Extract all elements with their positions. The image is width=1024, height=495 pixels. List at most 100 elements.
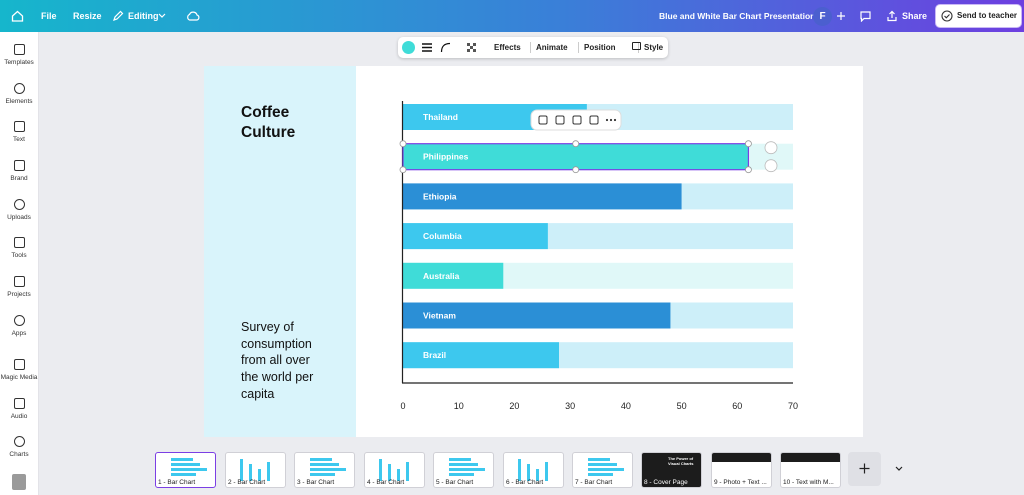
- document-title[interactable]: Blue and White Bar Chart Presentation: [659, 11, 816, 21]
- sidebar-item[interactable]: Apps: [0, 315, 38, 337]
- page-label: 6 - Bar Chart: [506, 479, 544, 486]
- page-thumbnail[interactable]: 3 - Bar Chart: [294, 452, 355, 488]
- x-tick-label: 60: [732, 401, 742, 411]
- transparency-icon[interactable]: [466, 42, 477, 53]
- sidebar-icon: [13, 160, 25, 171]
- bar[interactable]: [403, 342, 559, 369]
- page-thumbnail[interactable]: 4 - Bar Chart: [364, 452, 425, 488]
- sidebar-item[interactable]: Text: [0, 121, 38, 143]
- resize-handle[interactable]: [399, 166, 407, 174]
- element-toolbar: Effects Animate Position Style: [398, 37, 668, 58]
- page-thumbnail[interactable]: 10 - Text with M...: [780, 452, 841, 488]
- cloud-icon[interactable]: [186, 10, 200, 22]
- bar[interactable]: [403, 143, 749, 170]
- sidebar-item[interactable]: Audio: [0, 398, 38, 420]
- corner-icon[interactable]: [440, 42, 451, 53]
- sidebar-icon: [13, 83, 25, 94]
- add-icon[interactable]: [836, 11, 846, 21]
- x-tick-label: 30: [565, 401, 575, 411]
- sidebar-item[interactable]: Templates: [0, 44, 38, 66]
- bar-label: Philippines: [423, 152, 469, 162]
- page-thumbnail[interactable]: 2 - Bar Chart: [225, 452, 286, 488]
- bar[interactable]: [403, 262, 504, 289]
- page-label: 1 - Bar Chart: [158, 479, 196, 486]
- mini-bar: [527, 464, 530, 481]
- more-dot: [609, 118, 613, 122]
- separator: [578, 42, 579, 53]
- mini-bar: [249, 464, 252, 481]
- toolbar-icon[interactable]: [589, 115, 599, 125]
- sidebar-label: Charts: [9, 451, 29, 458]
- sidebar-label: Magic Media: [0, 374, 38, 381]
- sidebar-item[interactable]: Elements: [0, 83, 38, 105]
- resize-handle[interactable]: [745, 166, 752, 174]
- page-thumbnail[interactable]: 9 - Photo + Text ...: [711, 452, 772, 488]
- send-to-teacher-button[interactable]: Send to teacher: [936, 5, 1021, 27]
- x-tick-label: 10: [454, 401, 464, 411]
- sidebar-item[interactable]: Projects: [0, 276, 38, 298]
- sidebar-item[interactable]: Tools: [0, 237, 38, 259]
- sidebar-item[interactable]: Uploads: [0, 199, 38, 221]
- avatar[interactable]: F: [813, 7, 832, 26]
- toolbar-button[interactable]: Position: [584, 43, 616, 52]
- slide[interactable]: Coffee Culture Survey of consumption fro…: [204, 66, 863, 437]
- sidebar-item[interactable]: Magic Media: [0, 359, 38, 381]
- color-swatch[interactable]: [402, 41, 415, 54]
- sidebar-icon: [13, 398, 25, 409]
- menu-file[interactable]: File: [41, 11, 57, 21]
- sidebar-item[interactable]: Brand: [0, 160, 38, 182]
- resize-handle[interactable]: [745, 140, 752, 148]
- comment-icon[interactable]: [859, 10, 872, 22]
- sidebar-label: Uploads: [7, 214, 31, 221]
- toolbar-icon[interactable]: [572, 115, 582, 125]
- side-control[interactable]: [764, 141, 778, 155]
- separator: [638, 42, 639, 53]
- sidebar-label: Projects: [7, 291, 31, 298]
- resize-handle[interactable]: [572, 140, 580, 148]
- page-thumbnail[interactable]: 6 - Bar Chart: [503, 452, 564, 488]
- more-dot: [613, 118, 617, 122]
- toolbar-icon[interactable]: [538, 115, 548, 125]
- mini-bar: [171, 463, 200, 466]
- page-thumbnail[interactable]: 1 - Bar Chart: [155, 452, 216, 488]
- x-tick-label: 40: [621, 401, 631, 411]
- share-button[interactable]: Share: [902, 11, 928, 21]
- sidebar-label: Apps: [11, 330, 27, 337]
- toolbar-button[interactable]: Animate: [536, 43, 568, 52]
- floating-toolbar-bg: [530, 109, 622, 131]
- menu-editing[interactable]: Editing: [128, 11, 159, 21]
- mini-bar: [588, 463, 617, 466]
- sidebar-item[interactable]: Charts: [0, 436, 38, 458]
- send-to-teacher-label: Send to teacher: [957, 11, 1018, 20]
- resize-handle[interactable]: [572, 166, 580, 174]
- mini-bar: [310, 458, 332, 461]
- bar-label: Australia: [423, 271, 460, 281]
- bar-label: Columbia: [423, 231, 462, 241]
- home-icon[interactable]: [11, 10, 24, 22]
- bar-chart[interactable]: Thailand Philippines Ethiopia Columbia Austr…: [356, 66, 863, 437]
- toolbar-button[interactable]: Style: [644, 43, 664, 52]
- page-label: 10 - Text with M...: [783, 479, 834, 486]
- page-strip: 1 - Bar Chart 2 - Bar Chart 3 - Bar Chart 4…: [38, 440, 1024, 495]
- resize-handle[interactable]: [399, 140, 407, 148]
- sidebar-photo[interactable]: [12, 474, 26, 490]
- expand-chevron[interactable]: [895, 466, 903, 472]
- page-thumbnail[interactable]: The Power of Visual Charts 8 - Cover Page: [641, 452, 702, 488]
- bar[interactable]: [403, 183, 682, 210]
- bar[interactable]: [403, 223, 548, 250]
- toolbar-button[interactable]: Effects: [494, 43, 521, 52]
- add-page-button[interactable]: [848, 452, 881, 486]
- bar[interactable]: [403, 302, 671, 329]
- sidebar: Templates Elements Text Brand Uploads Tools Pr…: [0, 32, 39, 495]
- slide-description[interactable]: Survey of consumption from all over the …: [241, 320, 314, 401]
- page-thumbnail[interactable]: 7 - Bar Chart: [572, 452, 633, 488]
- side-control[interactable]: [764, 159, 778, 173]
- slide-title[interactable]: Coffee Culture: [241, 104, 296, 141]
- x-tick-label: 50: [677, 401, 687, 411]
- page-label: 7 - Bar Chart: [575, 479, 613, 486]
- border-icon[interactable]: [421, 42, 433, 53]
- toolbar-icon[interactable]: [555, 115, 565, 125]
- menu-resize[interactable]: Resize: [73, 11, 102, 21]
- sidebar-icon: [13, 199, 25, 210]
- page-thumbnail[interactable]: 5 - Bar Chart: [433, 452, 494, 488]
